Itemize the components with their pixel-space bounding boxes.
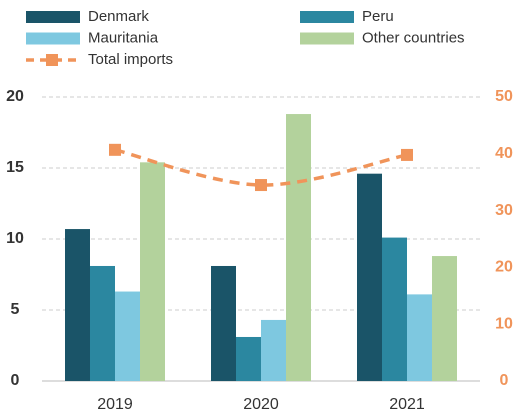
bar <box>65 229 90 381</box>
y2-tick-label: 40 <box>495 145 513 162</box>
bar <box>357 173 382 381</box>
marker <box>401 148 413 161</box>
bar <box>407 294 432 381</box>
bar <box>140 162 165 381</box>
line <box>114 148 408 187</box>
legend-label: Peru <box>362 8 394 25</box>
x-tick-label: 2021 <box>389 396 425 413</box>
bar <box>115 291 140 381</box>
y2-tick-label: 20 <box>495 259 513 276</box>
y2-tick-label: 50 <box>495 88 513 105</box>
bar <box>382 237 407 381</box>
legend-label: Denmark <box>88 8 149 25</box>
y-tick-label: 5 <box>11 301 20 318</box>
legend-swatch <box>26 32 80 45</box>
bar <box>261 319 286 381</box>
legend-swatch <box>300 11 354 23</box>
bar <box>90 265 115 381</box>
legend-swatch <box>300 32 354 45</box>
legend-marker <box>46 54 58 66</box>
legend-swatch <box>26 11 80 23</box>
y2-tick-label: 0 <box>500 372 509 389</box>
bar <box>236 336 261 381</box>
marker <box>255 179 267 192</box>
bar <box>286 114 311 381</box>
bar <box>211 265 236 381</box>
x-tick-label: 2020 <box>243 396 279 413</box>
y2-tick-label: 30 <box>495 202 513 219</box>
y-tick-label: 15 <box>6 159 24 176</box>
legend-label: Mauritania <box>88 29 159 46</box>
y-tick-label: 20 <box>6 88 24 105</box>
x-tick-label: 2019 <box>97 396 133 413</box>
legend-label: Total imports <box>88 51 173 68</box>
bar <box>432 256 457 381</box>
y-tick-label: 0 <box>11 372 20 389</box>
marker <box>109 143 121 156</box>
y-tick-label: 10 <box>6 230 24 247</box>
legend-label: Other countries <box>362 29 465 46</box>
y2-tick-label: 10 <box>495 315 513 332</box>
